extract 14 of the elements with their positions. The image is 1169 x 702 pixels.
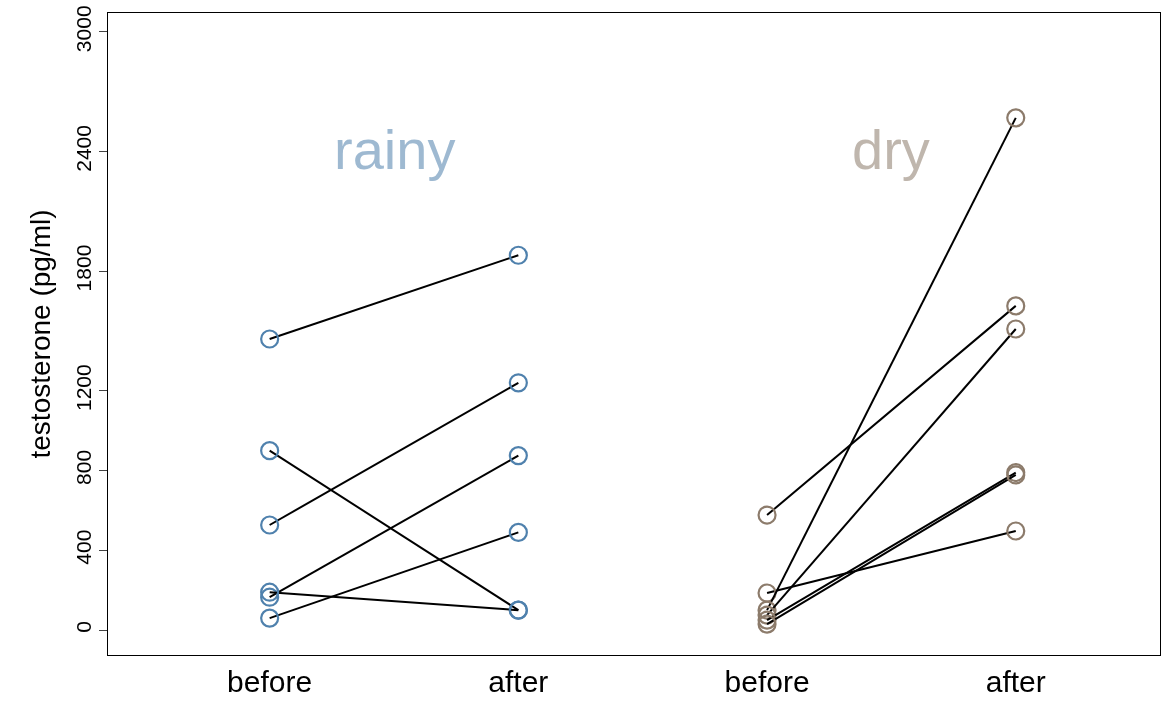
y-tick-label: 800 xyxy=(71,449,95,485)
y-axis-title: testosterone (pg/ml) xyxy=(25,209,57,459)
x-tick-label: before xyxy=(227,665,313,699)
annotation: rainy xyxy=(334,118,456,181)
x-tick-label: after xyxy=(985,665,1046,699)
y-tick-label: 400 xyxy=(71,529,95,565)
y-tick-label: 2400 xyxy=(71,125,95,172)
y-tick-label: 1800 xyxy=(71,244,95,292)
x-tick-label: before xyxy=(724,665,810,699)
y-tick-label: 0 xyxy=(71,621,95,633)
y-tick-label: 1200 xyxy=(71,364,95,412)
annotation: dry xyxy=(852,118,930,181)
x-tick-label: after xyxy=(488,665,549,699)
y-tick-label: 3000 xyxy=(71,5,95,53)
